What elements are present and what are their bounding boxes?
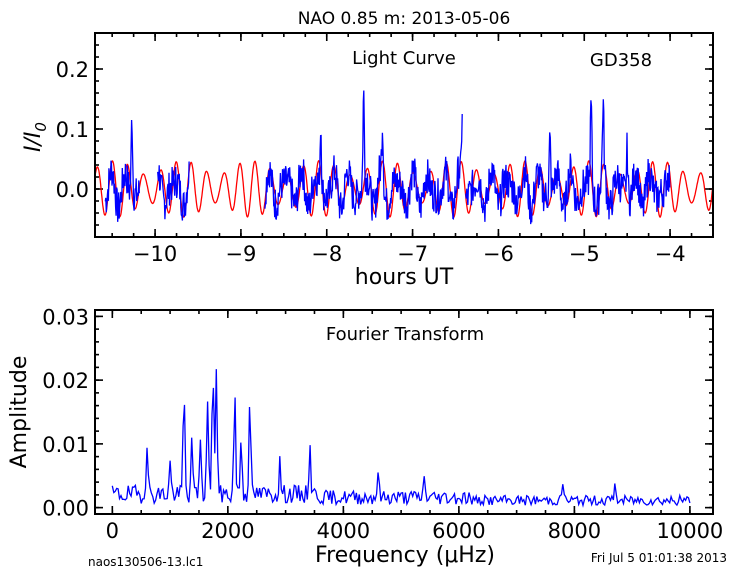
light-curve-x-tick-label: −9: [225, 242, 256, 266]
data-file-name: naos130506-13.lc1: [88, 555, 203, 569]
fourier-x-axis-label: Frequency (μHz): [315, 543, 495, 568]
light-curve-x-tick-label: −8: [311, 242, 342, 266]
fourier-x-tick-label: 6000: [432, 519, 485, 543]
light-curve-x-tick-label: −10: [133, 242, 177, 266]
fourier-amplitude-line: [111, 369, 691, 508]
plot-timestamp: Fri Jul 5 01:01:38 2013: [591, 551, 727, 565]
light-curve-x-tick-label: −4: [655, 242, 686, 266]
fourier-x-tick-label: 4000: [317, 519, 370, 543]
fourier-y-tick-label: 0.03: [42, 305, 89, 329]
fourier-x-tick-label: 2000: [201, 519, 254, 543]
figure-title: NAO 0.85 m: 2013-05-06: [298, 9, 511, 29]
light-curve-x-tick-label: −5: [569, 242, 600, 266]
light-curve-y-tick-label: 0.2: [56, 58, 89, 82]
light-curve-y-tick-label: 0.0: [56, 178, 89, 202]
fourier-y-tick-label: 0.00: [42, 497, 89, 521]
light-curve-title: Light Curve: [352, 48, 456, 69]
star-name-label: GD358: [590, 50, 652, 71]
fourier-x-axis-label-text: Frequency (μHz): [315, 543, 495, 568]
light-curve-panel: −10 −9 −8 −7 −6 −5 −4 0.0 0.1 0.2 Light Curve GD3…: [21, 32, 714, 290]
fourier-y-tick-label: 0.01: [42, 433, 89, 457]
light-curve-data-line: [104, 90, 671, 225]
light-curve-x-axis-label: hours UT: [355, 265, 454, 290]
light-curve-frame: [94, 32, 714, 238]
light-curve-x-tick-label: −6: [483, 242, 514, 266]
light-curve-y-axis-label: I/I0: [21, 122, 50, 152]
fourier-ticks: 0 2000 4000 6000 8000 10000 0.00 0.01 0.02 0.03: [42, 305, 723, 543]
light-curve-y-axis-label-subscript: 0: [32, 122, 50, 132]
light-curve-x-tick-label: −7: [397, 242, 428, 266]
fourier-y-axis-label: Amplitude: [7, 356, 32, 469]
light-curve-y-tick-label: 0.1: [56, 118, 89, 142]
fourier-y-tick-label: 0.02: [42, 369, 89, 393]
fourier-frame: [94, 309, 714, 515]
light-curve-y-axis-label-main: I/I: [21, 132, 46, 152]
fourier-x-tick-label: 0: [106, 519, 119, 543]
fourier-x-tick-label: 10000: [656, 519, 723, 543]
fourier-panel: 0 2000 4000 6000 8000 10000 0.00 0.01 0.02 0.03 F…: [7, 305, 723, 568]
fourier-title: Fourier Transform: [326, 324, 484, 345]
fourier-x-tick-label: 8000: [548, 519, 601, 543]
